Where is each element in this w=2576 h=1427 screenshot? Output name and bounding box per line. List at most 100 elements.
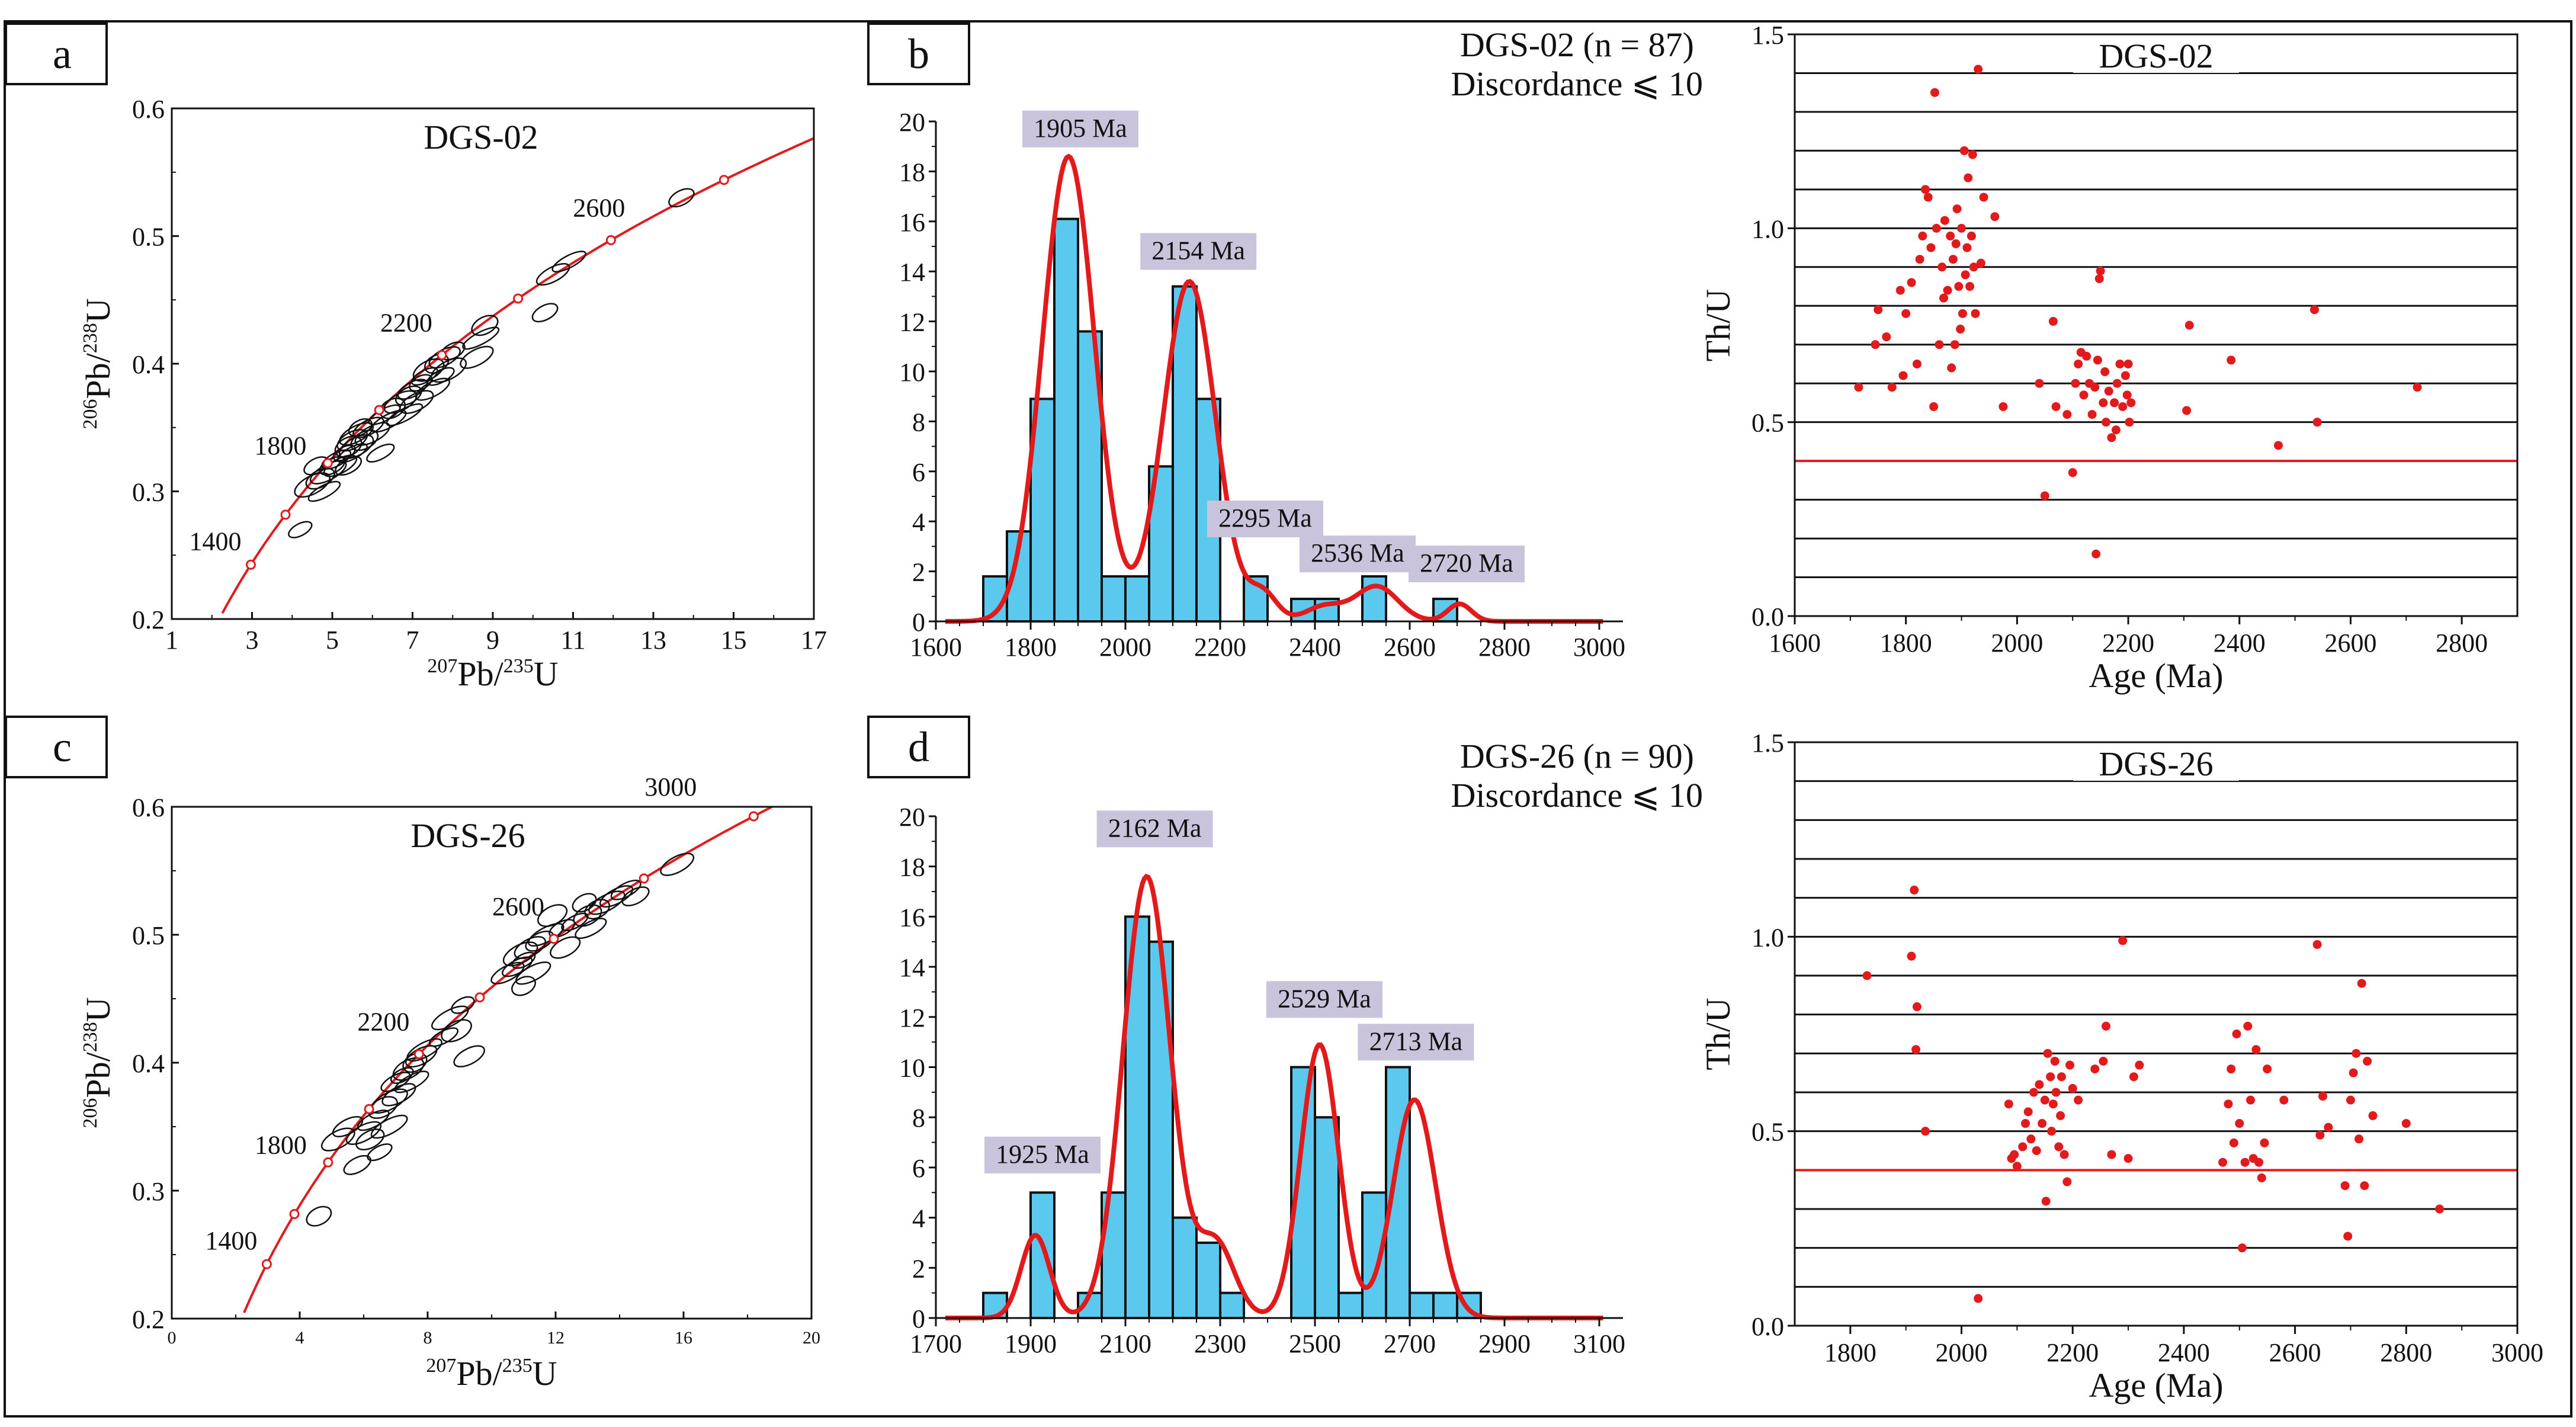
peak-label: 2713 Ma — [1369, 1027, 1463, 1056]
data-point — [2229, 1138, 2238, 1147]
superscript: 206 — [79, 399, 101, 429]
data-point — [2107, 1150, 2116, 1159]
y-tick-label: 0 — [912, 608, 925, 637]
data-point — [1969, 262, 1978, 272]
error-ellipse — [588, 890, 625, 915]
data-point — [2090, 1064, 2100, 1074]
svg-text:a: a — [53, 30, 72, 78]
data-point — [2357, 979, 2366, 988]
panel-letter-a: a — [5, 23, 108, 85]
data-point — [1901, 309, 1911, 318]
data-point — [1854, 383, 1863, 392]
histogram-chart-d: 0 2 4 6 8 10 12 14 16 18 20 1700 1900 2100 2300 2500 270… — [899, 737, 1703, 1358]
text: Pb/ — [79, 1051, 117, 1098]
superscript: 235 — [502, 1355, 532, 1377]
error-ellipse — [390, 1067, 414, 1084]
error-ellipse — [453, 1045, 486, 1067]
histogram-bar — [1195, 1241, 1221, 1319]
data-point — [2102, 418, 2111, 427]
data-point — [2340, 1181, 2350, 1191]
y-axis-label: Th/U — [1699, 289, 1737, 361]
y-tick-label: 12 — [899, 308, 925, 337]
data-point — [2246, 1095, 2256, 1105]
age-label: 2200 — [357, 1007, 409, 1036]
x-tick-label: 2600 — [2324, 628, 2376, 658]
error-ellipse — [288, 521, 313, 538]
data-point — [1911, 1045, 1921, 1054]
error-ellipse — [531, 303, 559, 323]
y-tick-label: 8 — [912, 1104, 925, 1133]
data-point — [2260, 1138, 2269, 1147]
histogram-bar — [1385, 1066, 1411, 1319]
discordance-annotation: Discordance ⩽ 10 — [1451, 776, 1703, 814]
data-point — [1862, 971, 1872, 980]
data-point — [2324, 1123, 2333, 1132]
x-tick-label: 2200 — [2046, 1338, 2099, 1367]
data-point — [2125, 418, 2134, 427]
peak-label: 2529 Ma — [1278, 984, 1371, 1013]
x-tick-label: 2900 — [1478, 1329, 1531, 1358]
age-marker — [364, 1104, 374, 1114]
y-axis-label: Th/U — [1699, 998, 1737, 1070]
data-point — [1976, 258, 1985, 268]
error-ellipse — [451, 996, 475, 1014]
data-point — [1874, 305, 1883, 315]
x-tick-label: 17 — [801, 626, 827, 655]
data-point — [2240, 1157, 2250, 1167]
y-tick-label: 0 — [912, 1304, 925, 1333]
x-tick-label: 2000 — [1936, 1338, 1988, 1367]
chart-title: DGS-26 — [410, 816, 525, 855]
data-point — [2104, 386, 2113, 396]
x-tick-label: 2300 — [1194, 1329, 1246, 1358]
data-point — [2273, 441, 2283, 450]
data-point — [2123, 359, 2133, 368]
error-ellipse — [471, 315, 499, 336]
age-marker — [323, 1157, 333, 1168]
thu-chart-d: 0.0 0.5 1.0 1.5 1800 2000 2200 2400 2600 2800 3000… — [1699, 729, 2543, 1404]
y-tick-label: 18 — [899, 158, 925, 187]
chart-title: DGS-02 — [2099, 37, 2213, 75]
y-tick-label: 16 — [899, 208, 925, 237]
svg-text:b: b — [908, 30, 929, 78]
histogram-bar — [1148, 940, 1174, 1319]
data-point — [2254, 1157, 2264, 1167]
error-ellipse — [584, 899, 611, 920]
data-point — [2227, 1064, 2236, 1074]
data-point — [2309, 305, 2319, 315]
data-point — [1951, 239, 1961, 249]
error-ellipse — [381, 1083, 416, 1107]
error-ellipse — [537, 904, 568, 927]
x-tick-label: 2800 — [2380, 1338, 2432, 1367]
y-tick-label: 0.5 — [132, 223, 165, 252]
x-tick-label: 13 — [640, 626, 666, 655]
data-point — [1998, 402, 2008, 411]
error-ellipse — [336, 442, 368, 463]
histogram-bar — [1409, 1291, 1435, 1319]
x-tick-label: 8 — [424, 1328, 432, 1348]
data-point — [1882, 332, 1891, 342]
data-point — [2026, 1134, 2036, 1144]
error-ellipse — [338, 434, 374, 460]
y-tick-label: 18 — [899, 853, 925, 882]
data-point — [2068, 468, 2077, 477]
data-point — [2184, 320, 2194, 330]
y-tick-label: 1.0 — [1751, 214, 1784, 243]
data-point — [1907, 951, 1916, 961]
title-backing — [2073, 36, 2239, 73]
data-point — [2435, 1204, 2445, 1214]
age-marker — [748, 811, 759, 822]
x-tick-label: 2400 — [2214, 628, 2266, 658]
sample-annotation: DGS-02 (n = 87) — [1460, 25, 1694, 64]
age-marker — [245, 559, 256, 570]
data-point — [2126, 398, 2136, 408]
error-ellipse — [668, 188, 695, 208]
x-tick-label: 1800 — [1824, 1338, 1876, 1367]
concordia-chart-c: 0 4 8 12 16 20 0.2 0.3 0.4 0.5 0.6 1400 1800 2200 2600… — [79, 772, 820, 1393]
data-point — [2035, 379, 2044, 388]
histogram-bar — [1124, 575, 1150, 623]
text: U — [532, 1354, 557, 1393]
data-point — [2074, 359, 2083, 368]
data-point — [1957, 223, 1967, 233]
data-point — [2129, 1072, 2138, 1082]
